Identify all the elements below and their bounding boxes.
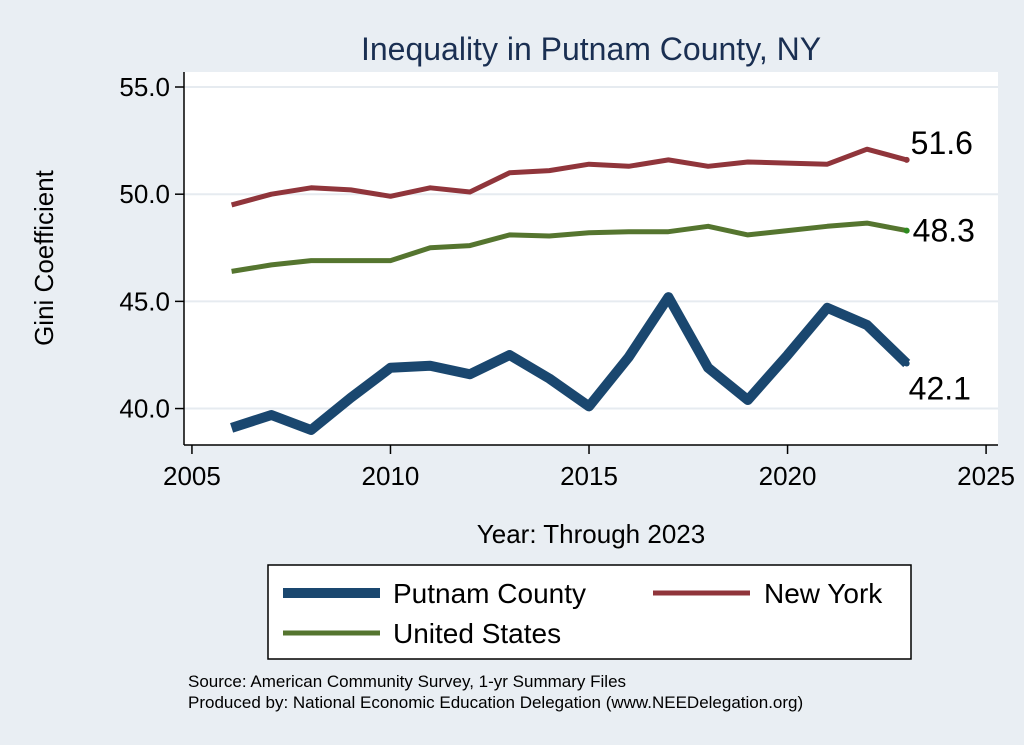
y-axis-title: Gini Coefficient <box>29 169 59 346</box>
x-tick-label: 2015 <box>560 461 618 491</box>
legend: Putnam County New York United States <box>267 564 912 660</box>
legend-label-new-york: New York <box>764 578 883 609</box>
x-tick-label: 2010 <box>362 461 420 491</box>
legend-label-united-states: United States <box>393 618 561 649</box>
x-tick-label: 2005 <box>163 461 221 491</box>
series-line-united-states <box>231 220 908 274</box>
legend-label-putnam: Putnam County <box>393 578 586 609</box>
producer-note: Produced by: National Economic Education… <box>188 693 803 712</box>
axes: 40.0 45.0 50.0 55.0 2005 2010 2015 2020 2025 <box>119 72 1015 491</box>
series-line-putnam-county <box>230 292 911 435</box>
series-end-point-new-york <box>903 156 910 163</box>
y-tick-label: 45.0 <box>119 286 170 316</box>
source-note: Source: American Community Survey, 1-yr … <box>188 672 626 691</box>
series-line-new-york <box>230 146 908 208</box>
data-lines: 51.6 48.3 42.1 <box>230 125 975 435</box>
y-tick-label: 55.0 <box>119 72 170 102</box>
end-label-putnam-county: 42.1 <box>909 371 971 407</box>
legend-box <box>267 564 912 660</box>
end-label-new-york: 51.6 <box>911 125 973 161</box>
chart-title: Inequality in Putnam County, NY <box>361 31 821 67</box>
plot-area <box>184 72 998 445</box>
x-tick-label: 2020 <box>759 461 817 491</box>
series-end-point-putnam-county <box>903 360 910 367</box>
x-axis-title: Year: Through 2023 <box>477 519 705 549</box>
y-tick-label: 50.0 <box>119 179 170 209</box>
series-end-point-united-states <box>903 227 910 234</box>
end-label-united-states: 48.3 <box>913 213 975 249</box>
y-tick-label: 40.0 <box>119 394 170 424</box>
x-tick-label: 2025 <box>957 461 1015 491</box>
